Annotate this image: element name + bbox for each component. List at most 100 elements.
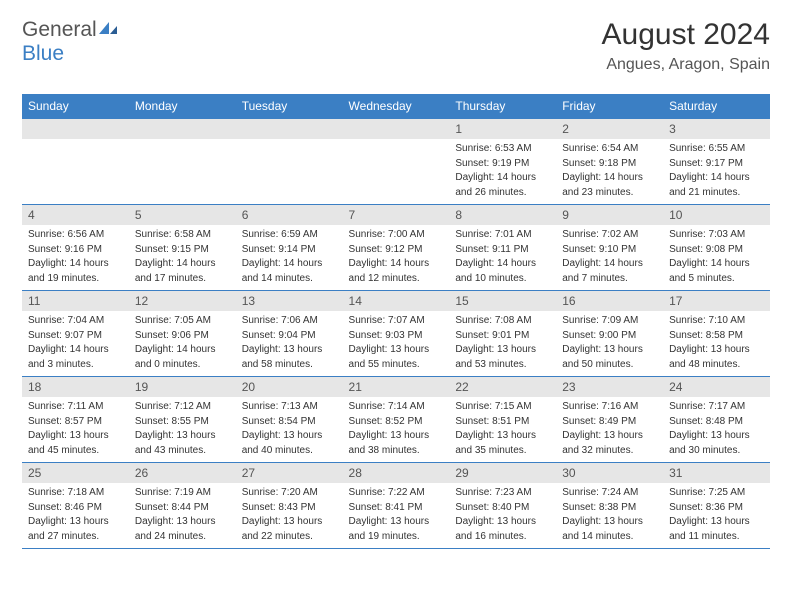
- sunrise: Sunrise: 7:12 AM: [135, 400, 230, 414]
- daylight-line2: and 58 minutes.: [242, 358, 337, 372]
- location: Angues, Aragon, Spain: [602, 56, 770, 74]
- day-number: 13: [236, 291, 343, 311]
- day-number: 29: [449, 463, 556, 483]
- day-body: Sunrise: 7:00 AMSunset: 9:12 PMDaylight:…: [343, 225, 450, 289]
- sunset: Sunset: 8:36 PM: [669, 501, 764, 515]
- daylight-line2: and 7 minutes.: [562, 272, 657, 286]
- sunset: Sunset: 9:12 PM: [349, 243, 444, 257]
- daylight-line2: and 43 minutes.: [135, 444, 230, 458]
- day-number: 23: [556, 377, 663, 397]
- sunset: Sunset: 8:44 PM: [135, 501, 230, 515]
- day-number: 24: [663, 377, 770, 397]
- day-body: Sunrise: 7:13 AMSunset: 8:54 PMDaylight:…: [236, 397, 343, 461]
- weekday-header: Sunday: [22, 94, 129, 119]
- day-number: 4: [22, 205, 129, 225]
- daylight-line2: and 24 minutes.: [135, 530, 230, 544]
- daylight-line2: and 19 minutes.: [349, 530, 444, 544]
- sunrise: Sunrise: 7:19 AM: [135, 486, 230, 500]
- calendar-day: 16Sunrise: 7:09 AMSunset: 9:00 PMDayligh…: [556, 291, 663, 377]
- sunrise: Sunrise: 7:13 AM: [242, 400, 337, 414]
- calendar-week: 11Sunrise: 7:04 AMSunset: 9:07 PMDayligh…: [22, 291, 770, 377]
- sunrise: Sunrise: 6:55 AM: [669, 142, 764, 156]
- weekday-header: Wednesday: [343, 94, 450, 119]
- day-body: Sunrise: 7:24 AMSunset: 8:38 PMDaylight:…: [556, 483, 663, 547]
- calendar-day: 1Sunrise: 6:53 AMSunset: 9:19 PMDaylight…: [449, 119, 556, 205]
- sunset: Sunset: 8:40 PM: [455, 501, 550, 515]
- calendar-week: 18Sunrise: 7:11 AMSunset: 8:57 PMDayligh…: [22, 377, 770, 463]
- month-title: August 2024: [602, 18, 770, 52]
- day-number: 8: [449, 205, 556, 225]
- sunrise: Sunrise: 6:53 AM: [455, 142, 550, 156]
- daylight-line2: and 23 minutes.: [562, 186, 657, 200]
- calendar-day: 18Sunrise: 7:11 AMSunset: 8:57 PMDayligh…: [22, 377, 129, 463]
- sunset: Sunset: 9:04 PM: [242, 329, 337, 343]
- sunrise: Sunrise: 7:03 AM: [669, 228, 764, 242]
- sunset: Sunset: 8:46 PM: [28, 501, 123, 515]
- calendar-day: [22, 119, 129, 205]
- sunset: Sunset: 9:19 PM: [455, 157, 550, 171]
- daylight-line2: and 53 minutes.: [455, 358, 550, 372]
- sunrise: Sunrise: 6:59 AM: [242, 228, 337, 242]
- sunset: Sunset: 9:14 PM: [242, 243, 337, 257]
- day-number: 31: [663, 463, 770, 483]
- daylight-line1: Daylight: 13 hours: [28, 429, 123, 443]
- day-number: 19: [129, 377, 236, 397]
- daylight-line2: and 38 minutes.: [349, 444, 444, 458]
- sunrise: Sunrise: 7:10 AM: [669, 314, 764, 328]
- calendar-day: 2Sunrise: 6:54 AMSunset: 9:18 PMDaylight…: [556, 119, 663, 205]
- calendar-day: 28Sunrise: 7:22 AMSunset: 8:41 PMDayligh…: [343, 463, 450, 549]
- daylight-line1: Daylight: 14 hours: [669, 171, 764, 185]
- calendar-day: 29Sunrise: 7:23 AMSunset: 8:40 PMDayligh…: [449, 463, 556, 549]
- calendar-day: 3Sunrise: 6:55 AMSunset: 9:17 PMDaylight…: [663, 119, 770, 205]
- sunset: Sunset: 9:17 PM: [669, 157, 764, 171]
- sunset: Sunset: 8:43 PM: [242, 501, 337, 515]
- daylight-line2: and 10 minutes.: [455, 272, 550, 286]
- daylight-line2: and 19 minutes.: [28, 272, 123, 286]
- sunset: Sunset: 8:51 PM: [455, 415, 550, 429]
- day-body: Sunrise: 7:07 AMSunset: 9:03 PMDaylight:…: [343, 311, 450, 375]
- sunset: Sunset: 9:07 PM: [28, 329, 123, 343]
- calendar-day: 4Sunrise: 6:56 AMSunset: 9:16 PMDaylight…: [22, 205, 129, 291]
- day-body: Sunrise: 7:22 AMSunset: 8:41 PMDaylight:…: [343, 483, 450, 547]
- day-number: 18: [22, 377, 129, 397]
- daylight-line1: Daylight: 13 hours: [28, 515, 123, 529]
- sunset: Sunset: 9:01 PM: [455, 329, 550, 343]
- sunrise: Sunrise: 6:58 AM: [135, 228, 230, 242]
- sunrise: Sunrise: 7:05 AM: [135, 314, 230, 328]
- day-body: Sunrise: 6:53 AMSunset: 9:19 PMDaylight:…: [449, 139, 556, 203]
- day-body: Sunrise: 6:55 AMSunset: 9:17 PMDaylight:…: [663, 139, 770, 203]
- day-number: 15: [449, 291, 556, 311]
- sunrise: Sunrise: 7:24 AM: [562, 486, 657, 500]
- daylight-line1: Daylight: 13 hours: [135, 515, 230, 529]
- calendar-day: 7Sunrise: 7:00 AMSunset: 9:12 PMDaylight…: [343, 205, 450, 291]
- daylight-line1: Daylight: 14 hours: [562, 171, 657, 185]
- daylight-line2: and 11 minutes.: [669, 530, 764, 544]
- sunset: Sunset: 9:06 PM: [135, 329, 230, 343]
- daylight-line2: and 45 minutes.: [28, 444, 123, 458]
- daylight-line2: and 14 minutes.: [562, 530, 657, 544]
- day-body: Sunrise: 7:23 AMSunset: 8:40 PMDaylight:…: [449, 483, 556, 547]
- day-body: Sunrise: 7:11 AMSunset: 8:57 PMDaylight:…: [22, 397, 129, 461]
- calendar-week: 4Sunrise: 6:56 AMSunset: 9:16 PMDaylight…: [22, 205, 770, 291]
- header: GeneralBlue August 2024 Angues, Aragon, …: [22, 18, 770, 74]
- calendar-day: [343, 119, 450, 205]
- sunrise: Sunrise: 7:00 AM: [349, 228, 444, 242]
- sunrise: Sunrise: 7:06 AM: [242, 314, 337, 328]
- day-number: 10: [663, 205, 770, 225]
- day-number: 9: [556, 205, 663, 225]
- day-body: Sunrise: 7:08 AMSunset: 9:01 PMDaylight:…: [449, 311, 556, 375]
- title-block: August 2024 Angues, Aragon, Spain: [602, 18, 770, 74]
- day-body: Sunrise: 7:06 AMSunset: 9:04 PMDaylight:…: [236, 311, 343, 375]
- sunrise: Sunrise: 7:18 AM: [28, 486, 123, 500]
- daylight-line1: Daylight: 14 hours: [135, 257, 230, 271]
- day-number: 14: [343, 291, 450, 311]
- sunrise: Sunrise: 7:14 AM: [349, 400, 444, 414]
- sunrise: Sunrise: 6:56 AM: [28, 228, 123, 242]
- sunrise: Sunrise: 7:25 AM: [669, 486, 764, 500]
- daylight-line1: Daylight: 13 hours: [669, 343, 764, 357]
- day-number: 20: [236, 377, 343, 397]
- sunrise: Sunrise: 7:09 AM: [562, 314, 657, 328]
- daylight-line2: and 48 minutes.: [669, 358, 764, 372]
- sunset: Sunset: 8:38 PM: [562, 501, 657, 515]
- sunset: Sunset: 8:55 PM: [135, 415, 230, 429]
